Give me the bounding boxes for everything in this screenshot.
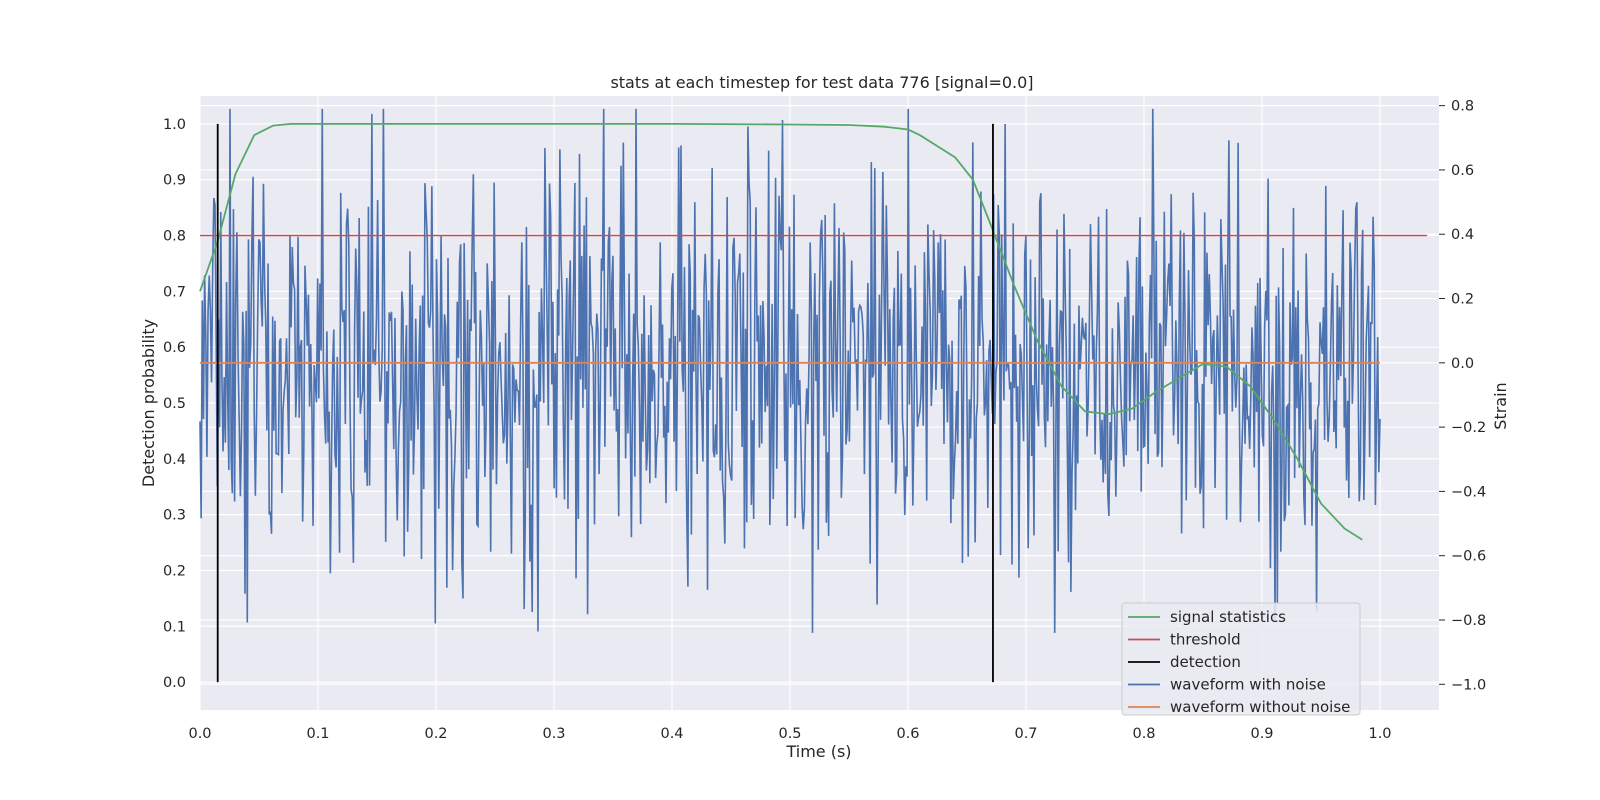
series-signal-statistics	[199, 123, 1363, 541]
y-right-tick-label: −0.6	[1451, 549, 1486, 565]
y-left-tick-label: 0.1	[163, 619, 186, 635]
x-tick-label: 0.8	[1132, 726, 1155, 742]
x-tick-label: 0.0	[188, 726, 211, 742]
y-left-tick-label: 0.8	[163, 229, 186, 245]
legend-label: detection	[1170, 653, 1241, 671]
y-left-axis-ticks: 0.0 0.1 0.2 0.3 0.4 0.5 0.6 0.7 0.8 0.9 1.0	[163, 117, 186, 691]
y-left-tick-label: 0.3	[163, 508, 186, 524]
legend: signal statistics threshold detection wavef…	[1121, 602, 1361, 716]
x-tick-label: 0.7	[1014, 726, 1037, 742]
x-tick-label: 0.6	[896, 726, 919, 742]
x-tick-label: 1.0	[1368, 726, 1391, 742]
x-tick-label: 0.4	[660, 726, 683, 742]
y-right-tick-label: 0.2	[1451, 292, 1474, 308]
legend-label: signal statistics	[1170, 608, 1286, 626]
x-tick-label: 0.2	[424, 726, 447, 742]
y-right-tick-label: −0.2	[1451, 420, 1486, 436]
y-left-tick-label: 0.4	[163, 452, 186, 468]
y-right-axis-label: Strain	[1491, 382, 1510, 429]
series-waveform-with-noise	[199, 108, 1381, 633]
y-right-tick-label: −0.4	[1451, 484, 1486, 500]
x-axis-label: Time (s)	[785, 742, 851, 761]
chart-title: stats at each timestep for test data 776…	[610, 73, 1033, 92]
y-right-tick-label: 0.4	[1451, 227, 1474, 243]
y-right-tick-label: 0.6	[1451, 163, 1474, 179]
x-tick-label: 0.5	[778, 726, 801, 742]
y-left-tick-label: 0.5	[163, 396, 186, 412]
series-layer	[199, 108, 1428, 683]
y-right-tick-label: −0.8	[1451, 613, 1486, 629]
y-left-tick-label: 0.6	[163, 340, 186, 356]
x-tick-label: 0.3	[542, 726, 565, 742]
y-right-tick-label: 0.0	[1451, 356, 1474, 372]
y-left-tick-label: 0.0	[163, 675, 186, 691]
y-right-tick-label: 0.8	[1451, 99, 1474, 115]
legend-label: threshold	[1170, 631, 1241, 649]
x-axis-ticks: 0.0 0.1 0.2 0.3 0.4 0.5 0.6 0.7 0.8 0.9 1.0	[188, 726, 1391, 742]
x-tick-label: 0.9	[1250, 726, 1273, 742]
legend-label: waveform without noise	[1170, 698, 1350, 716]
legend-label: waveform with noise	[1170, 676, 1326, 694]
y-left-tick-label: 1.0	[163, 117, 186, 133]
x-tick-label: 0.1	[306, 726, 329, 742]
y-left-axis-label: Detection probability	[139, 319, 158, 487]
y-right-tick-label: −1.0	[1451, 677, 1486, 693]
y-left-tick-label: 0.2	[163, 563, 186, 579]
y-left-tick-label: 0.7	[163, 284, 186, 300]
y-left-tick-label: 0.9	[163, 173, 186, 189]
legend-box	[1121, 602, 1361, 716]
y-right-axis-ticks: −1.0 −0.8 −0.6 −0.4 −0.2 0.0 0.2 0.4 0.6 0.8	[1439, 99, 1486, 693]
